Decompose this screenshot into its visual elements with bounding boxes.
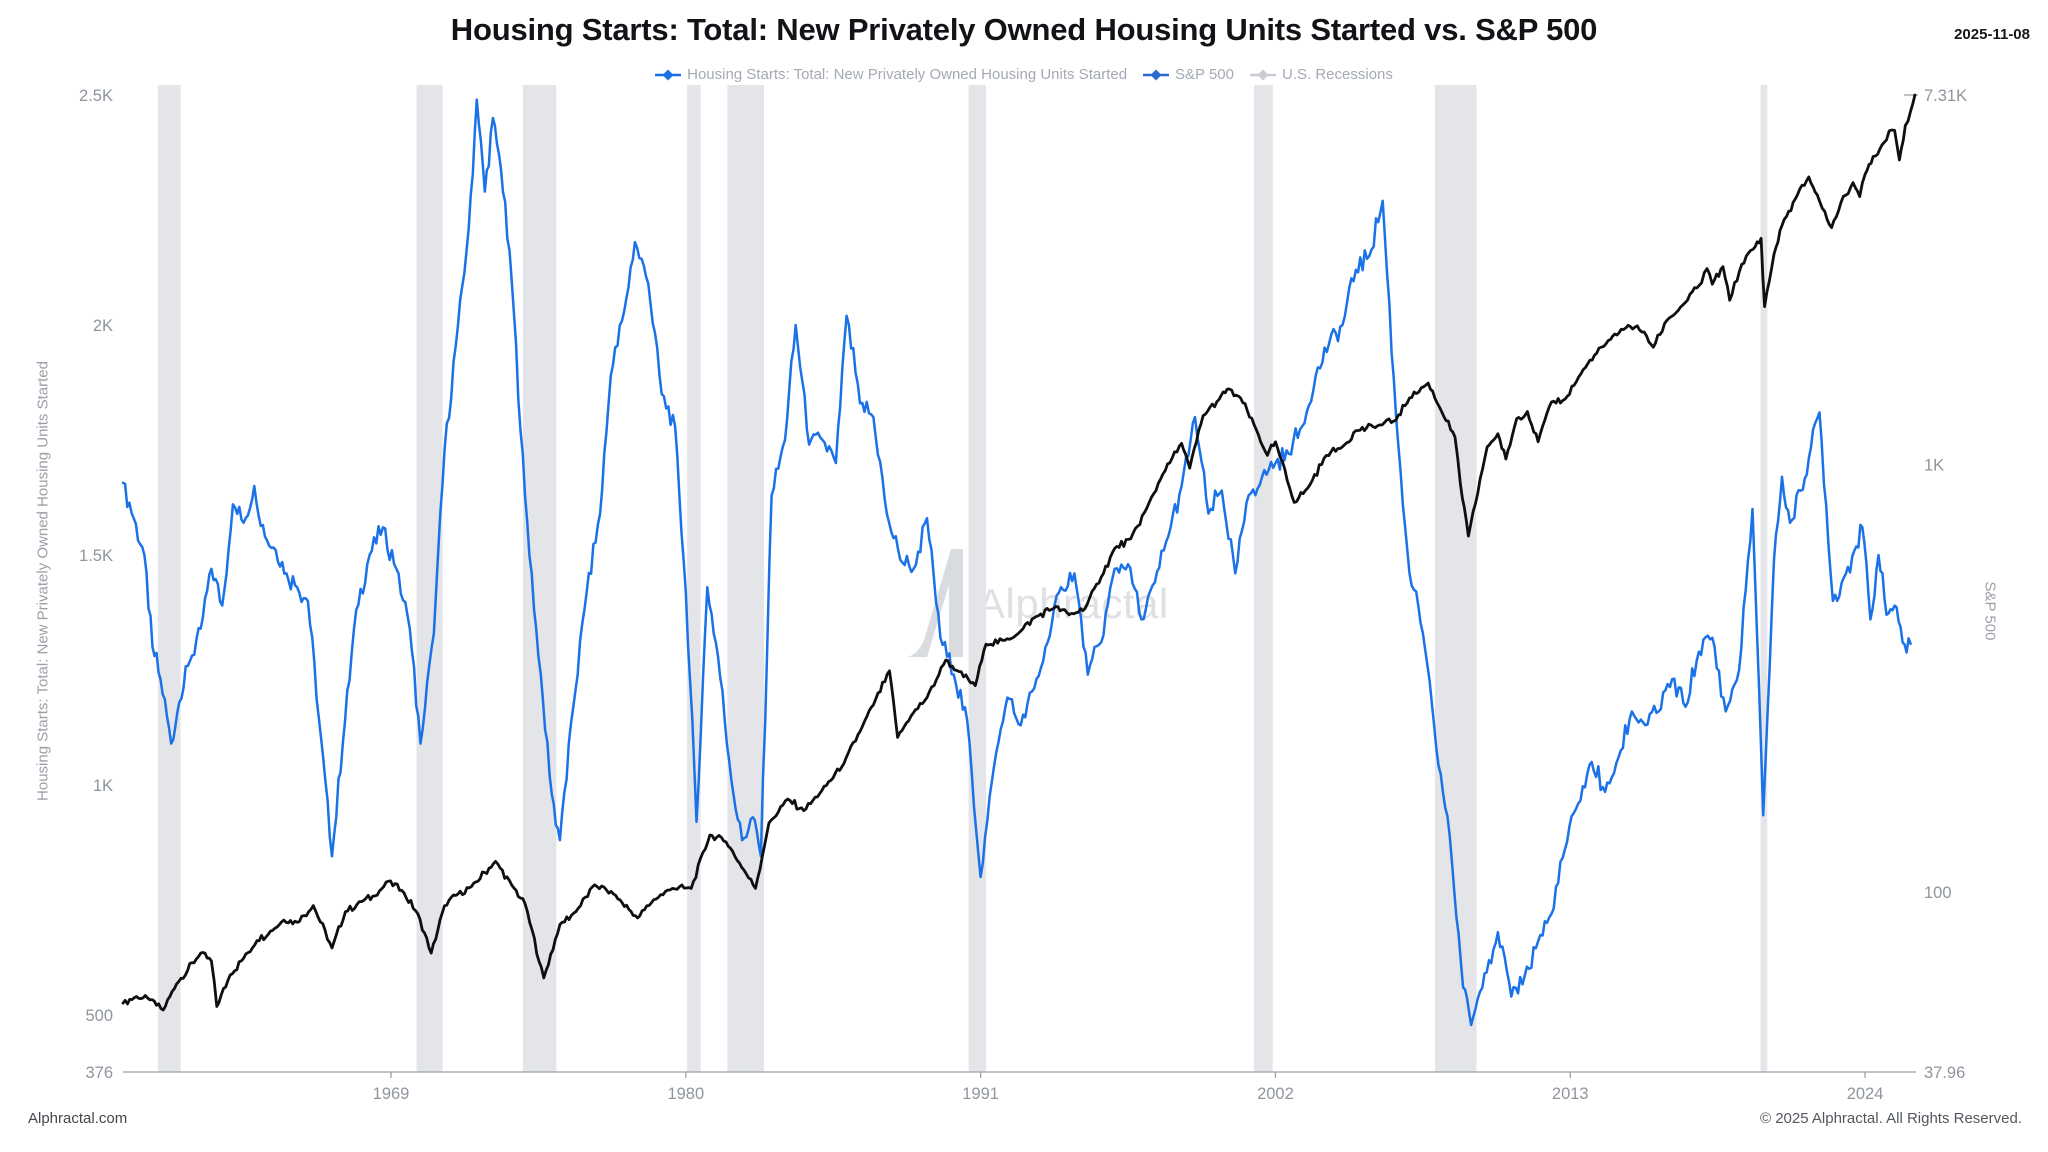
- footer-copyright: © 2025 Alphractal. All Rights Reserved.: [1759, 1110, 2022, 1127]
- left-axis-tick-label: 1.5K: [79, 547, 113, 565]
- left-axis-tick-label: 500: [85, 1007, 113, 1025]
- diamond-line-marker-icon: [1250, 69, 1276, 80]
- housing-starts-line: [121, 98, 1912, 1027]
- legend-item-us-recessions[interactable]: U.S. Recessions: [1250, 66, 1393, 83]
- left-axis-tick-label: 376: [85, 1064, 113, 1082]
- x-tick-label: 1980: [667, 1085, 704, 1103]
- x-tick-label: 1969: [373, 1085, 410, 1103]
- footer-site-link[interactable]: Alphractal.com: [28, 1110, 128, 1127]
- recession-band: [687, 85, 701, 1072]
- x-tick-label: 2013: [1552, 1085, 1589, 1103]
- recession-band: [968, 85, 986, 1072]
- page-title: Housing Starts: Total: New Privately Own…: [450, 12, 1598, 47]
- x-tick-label: 2002: [1257, 1085, 1294, 1103]
- recession-band: [157, 85, 181, 1072]
- right-axis-tick-label: 7.31K: [1924, 87, 1967, 105]
- left-axis-tick-label: 2.5K: [79, 87, 113, 105]
- legend-label: U.S. Recessions: [1282, 66, 1393, 83]
- x-tick-label: 2024: [1847, 1085, 1884, 1103]
- legend-item-housing-starts[interactable]: Housing Starts: Total: New Privately Own…: [655, 66, 1127, 83]
- right-axis-tick-label: 1K: [1924, 456, 1944, 474]
- chart-date: 2025-11-08: [1954, 26, 2030, 43]
- recession-band: [1254, 85, 1273, 1072]
- chart-legend: Housing Starts: Total: New Privately Own…: [0, 66, 2048, 83]
- legend-item-sp500[interactable]: S&P 500: [1143, 66, 1234, 83]
- right-axis-tick-label: 100: [1924, 884, 1952, 902]
- recession-band: [416, 85, 443, 1072]
- legend-label: Housing Starts: Total: New Privately Own…: [687, 66, 1128, 83]
- recession-band: [1760, 85, 1768, 1072]
- recession-band: [522, 85, 557, 1072]
- diamond-line-marker-icon: [655, 69, 682, 80]
- recession-band: [1434, 85, 1477, 1072]
- left-axis-tick-label: 2K: [93, 317, 113, 335]
- diamond-line-marker-icon: [1143, 69, 1170, 80]
- legend-label: S&P 500: [1175, 66, 1234, 83]
- sp500-line: [121, 93, 1917, 1012]
- right-axis-tick-label: 37.96: [1924, 1064, 1965, 1082]
- left-axis-tick-label: 1K: [93, 777, 113, 795]
- recession-band: [727, 85, 765, 1072]
- x-tick-label: 1991: [962, 1085, 999, 1103]
